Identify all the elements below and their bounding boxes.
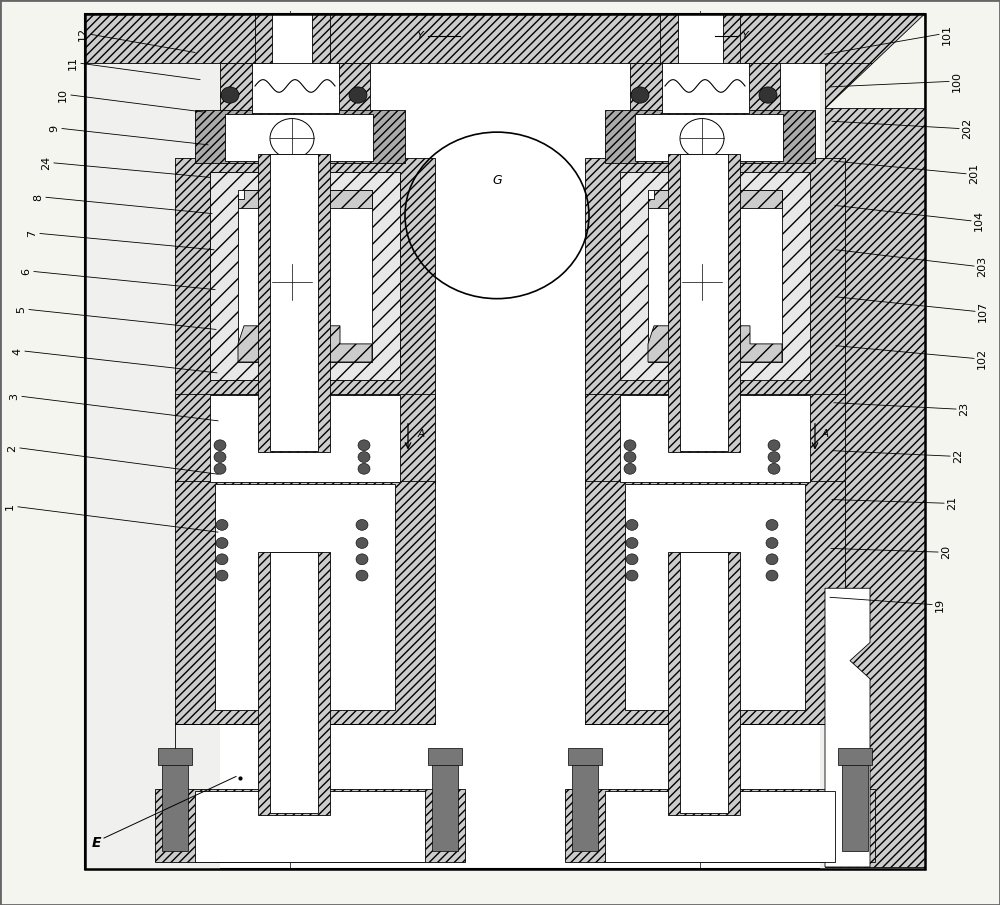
Polygon shape	[605, 110, 815, 163]
Polygon shape	[215, 484, 395, 710]
Polygon shape	[225, 114, 373, 161]
Circle shape	[626, 570, 638, 581]
Text: Y: Y	[742, 31, 748, 42]
Text: A: A	[822, 429, 829, 440]
Polygon shape	[210, 172, 400, 380]
Polygon shape	[85, 14, 925, 63]
Circle shape	[768, 440, 780, 451]
Polygon shape	[648, 190, 782, 362]
Text: 107: 107	[978, 300, 988, 322]
Polygon shape	[565, 789, 875, 862]
Text: 102: 102	[977, 348, 987, 369]
Polygon shape	[585, 394, 845, 484]
Circle shape	[216, 519, 228, 530]
Text: 3: 3	[9, 393, 19, 400]
Polygon shape	[625, 484, 805, 710]
Polygon shape	[220, 63, 370, 113]
Polygon shape	[175, 158, 435, 398]
Text: 1: 1	[5, 503, 15, 510]
Circle shape	[349, 87, 367, 103]
Polygon shape	[270, 154, 318, 451]
Text: 8: 8	[33, 194, 43, 201]
Circle shape	[626, 538, 638, 548]
Polygon shape	[175, 481, 435, 724]
Circle shape	[270, 119, 314, 158]
Text: 104: 104	[974, 210, 984, 232]
Polygon shape	[85, 14, 925, 869]
Circle shape	[631, 87, 649, 103]
Text: G: G	[492, 175, 502, 187]
Circle shape	[680, 119, 724, 158]
Circle shape	[356, 554, 368, 565]
Text: Y: Y	[417, 31, 423, 42]
Text: 2: 2	[7, 444, 17, 452]
Circle shape	[356, 570, 368, 581]
Polygon shape	[842, 756, 868, 851]
Polygon shape	[252, 63, 339, 113]
Circle shape	[626, 519, 638, 530]
Polygon shape	[572, 756, 598, 851]
Circle shape	[768, 452, 780, 462]
Polygon shape	[630, 63, 780, 113]
Polygon shape	[175, 394, 435, 484]
Polygon shape	[648, 326, 782, 362]
Polygon shape	[158, 748, 192, 765]
Polygon shape	[195, 110, 405, 163]
Circle shape	[766, 570, 778, 581]
Circle shape	[624, 452, 636, 462]
Circle shape	[214, 440, 226, 451]
Circle shape	[216, 538, 228, 548]
Polygon shape	[255, 14, 330, 68]
Circle shape	[358, 440, 370, 451]
Text: 6: 6	[21, 268, 31, 275]
Polygon shape	[195, 791, 425, 862]
Polygon shape	[85, 14, 220, 869]
Circle shape	[216, 570, 228, 581]
Polygon shape	[825, 588, 870, 867]
Polygon shape	[238, 190, 372, 208]
Circle shape	[358, 463, 370, 474]
Text: E: E	[91, 836, 101, 851]
Text: 11: 11	[68, 56, 78, 71]
Circle shape	[682, 264, 722, 300]
Circle shape	[358, 452, 370, 462]
Text: 23: 23	[959, 402, 969, 416]
Text: 9: 9	[49, 125, 59, 132]
Polygon shape	[432, 756, 458, 851]
Polygon shape	[585, 481, 845, 724]
Polygon shape	[605, 791, 835, 862]
Text: 21: 21	[947, 496, 957, 510]
Circle shape	[626, 554, 638, 565]
Circle shape	[356, 538, 368, 548]
Polygon shape	[272, 14, 312, 68]
Text: 20: 20	[941, 545, 951, 559]
Polygon shape	[820, 14, 925, 869]
Circle shape	[356, 519, 368, 530]
Polygon shape	[238, 190, 372, 362]
Polygon shape	[620, 172, 810, 380]
Text: 101: 101	[942, 24, 952, 45]
Polygon shape	[648, 190, 782, 208]
Circle shape	[214, 463, 226, 474]
Polygon shape	[428, 748, 462, 765]
Circle shape	[766, 554, 778, 565]
Polygon shape	[662, 63, 749, 113]
Circle shape	[624, 440, 636, 451]
Polygon shape	[680, 552, 728, 813]
Polygon shape	[620, 395, 810, 482]
Polygon shape	[162, 756, 188, 851]
Polygon shape	[568, 748, 602, 765]
Polygon shape	[258, 154, 330, 452]
Text: 5: 5	[16, 306, 26, 313]
Text: 201: 201	[969, 163, 979, 185]
Polygon shape	[635, 114, 783, 161]
Text: 12: 12	[78, 27, 88, 42]
Text: 22: 22	[953, 449, 963, 463]
Circle shape	[624, 463, 636, 474]
Text: 202: 202	[962, 118, 972, 139]
Circle shape	[214, 452, 226, 462]
Text: 10: 10	[58, 88, 68, 102]
Polygon shape	[585, 158, 845, 398]
Circle shape	[221, 87, 239, 103]
